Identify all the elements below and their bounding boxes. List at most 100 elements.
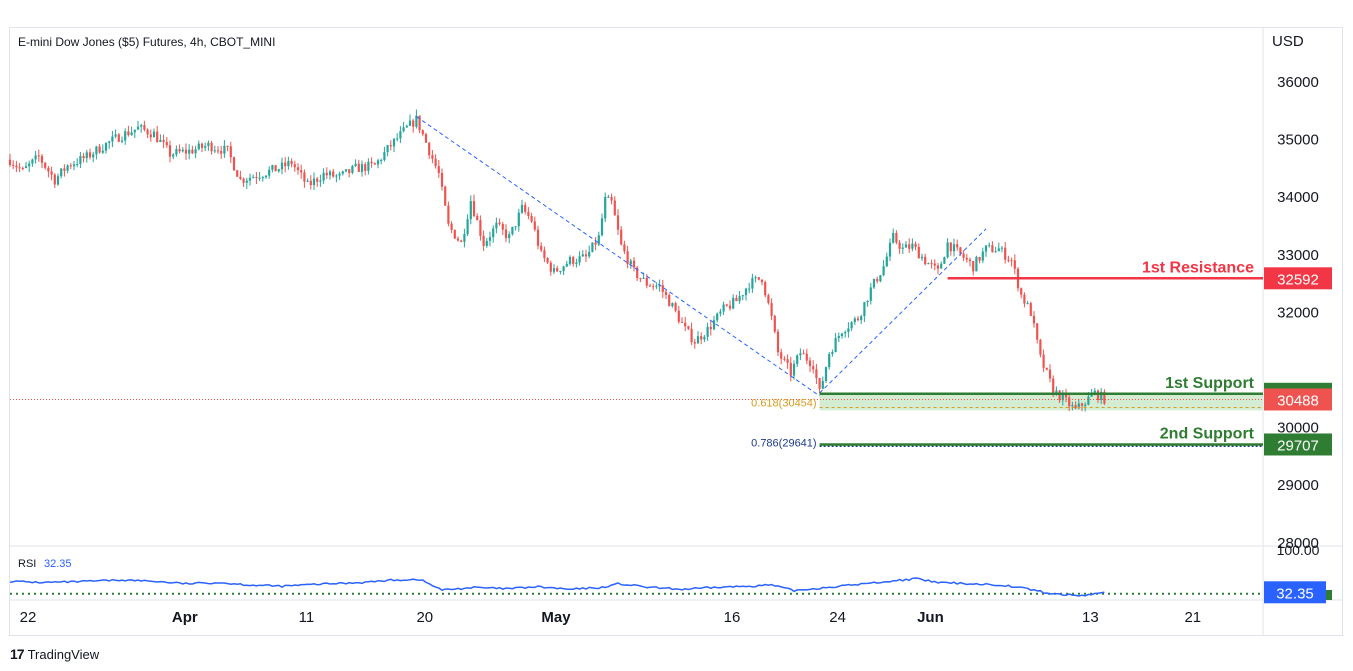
- candle: [514, 226, 517, 231]
- candle-body: [1055, 390, 1058, 395]
- candle: [572, 255, 575, 267]
- candle-body: [575, 262, 578, 264]
- candle-body: [50, 171, 53, 175]
- candle-body: [242, 178, 245, 183]
- candle: [965, 253, 968, 263]
- candle-body: [431, 155, 434, 159]
- candle: [309, 175, 312, 190]
- candle-body: [1039, 339, 1042, 355]
- candle-body: [661, 285, 664, 292]
- candle: [908, 238, 911, 253]
- candle: [700, 332, 703, 345]
- candle: [556, 265, 559, 273]
- grid: [10, 28, 1343, 636]
- candle: [60, 168, 63, 179]
- candle: [373, 162, 376, 165]
- candle-body: [879, 275, 882, 282]
- brand-name: TradingView: [27, 646, 100, 662]
- candle: [37, 149, 40, 162]
- candle-body: [482, 235, 485, 246]
- candle-body: [735, 297, 738, 302]
- candle: [597, 231, 600, 247]
- candle-body: [658, 285, 661, 287]
- candle: [776, 329, 780, 356]
- candle-body: [204, 146, 207, 148]
- candle-body: [802, 353, 805, 355]
- candle-body: [428, 142, 431, 156]
- candle: [885, 252, 888, 268]
- candle-body: [655, 285, 658, 287]
- candle-body: [335, 175, 338, 177]
- candle-body: [783, 358, 786, 360]
- candle-body: [332, 171, 335, 177]
- candle-body: [866, 300, 869, 303]
- candle: [72, 161, 76, 171]
- candle: [15, 160, 18, 173]
- candle-body: [975, 257, 978, 272]
- candle: [876, 276, 879, 284]
- candle: [47, 165, 50, 178]
- candle: [424, 132, 428, 144]
- candle: [18, 162, 21, 172]
- candle-body: [12, 164, 15, 166]
- candle-body: [367, 161, 370, 171]
- candle-body: [444, 186, 447, 206]
- rsi-value-tag: [1264, 581, 1326, 604]
- candle: [719, 308, 722, 317]
- candle: [952, 238, 956, 257]
- y-tick-label: 36000: [1277, 74, 1319, 91]
- candle: [188, 144, 191, 160]
- candle-body: [952, 244, 956, 252]
- tradingview-brand[interactable]: 17 TradingView: [10, 646, 99, 662]
- candle-body: [639, 278, 642, 280]
- candle-body: [178, 149, 181, 152]
- candle: [1042, 349, 1045, 373]
- candle: [255, 172, 258, 185]
- candle: [306, 178, 309, 183]
- candle: [271, 164, 274, 173]
- candle-body: [37, 155, 40, 157]
- candle: [629, 258, 632, 269]
- candle: [386, 144, 389, 157]
- candle: [936, 263, 940, 275]
- candle-body: [82, 155, 85, 159]
- candle: [543, 246, 546, 263]
- candle: [956, 239, 959, 251]
- candle-body: [357, 163, 360, 172]
- candle: [463, 228, 466, 248]
- candle-body: [568, 257, 572, 264]
- candle-body: [133, 129, 136, 133]
- candle-body: [536, 229, 540, 246]
- candle-body: [895, 232, 898, 243]
- candle-body: [940, 263, 943, 269]
- candle: [709, 320, 712, 336]
- candle-body: [687, 326, 690, 329]
- candle: [210, 140, 213, 155]
- candle: [351, 164, 354, 175]
- candle-body: [1004, 247, 1007, 260]
- candle: [668, 293, 671, 307]
- candle: [831, 349, 834, 357]
- candle-body: [696, 336, 700, 344]
- candle: [165, 137, 168, 148]
- candle-body: [709, 326, 712, 330]
- candle: [348, 169, 351, 178]
- candle: [28, 160, 31, 173]
- candle: [405, 124, 408, 129]
- candle-body: [188, 149, 191, 154]
- y-tick-label: 35000: [1277, 132, 1319, 149]
- candle: [917, 243, 920, 259]
- candle-body: [290, 160, 293, 165]
- candle: [879, 274, 882, 283]
- candle-body: [616, 215, 620, 230]
- candle: [415, 109, 418, 129]
- x-tick-label: 16: [724, 609, 741, 626]
- candle: [991, 241, 994, 253]
- candle: [872, 278, 876, 290]
- candle-body: [620, 229, 623, 245]
- candle: [488, 231, 492, 247]
- current-price-tag-label: 30488: [1277, 392, 1319, 409]
- candle-body: [63, 168, 66, 171]
- candle-body: [456, 238, 460, 241]
